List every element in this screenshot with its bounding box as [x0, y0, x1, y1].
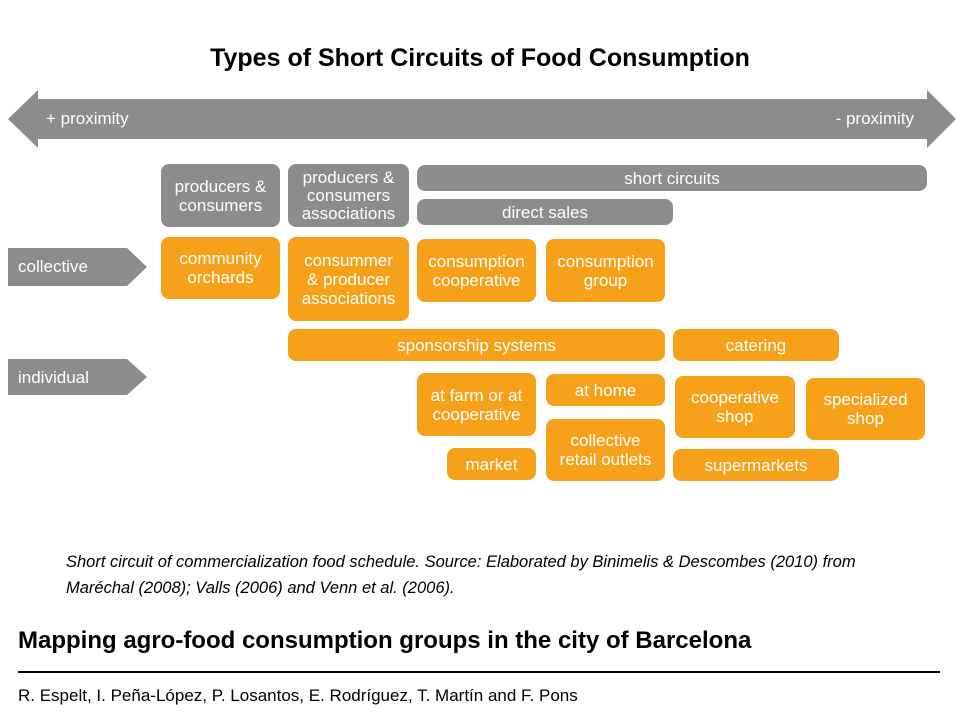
right-proximity-label: - proximity — [835, 109, 914, 128]
specialized-shop-box: specialized shop — [806, 378, 925, 440]
collective-retail-outlets-box: collective retail outlets — [546, 419, 665, 481]
authors-line: R. Espelt, I. Peña-López, P. Losantos, E… — [18, 686, 578, 705]
catering-box: catering — [673, 329, 839, 361]
consumption-cooperative-box: consumption cooperative — [417, 239, 536, 302]
at-home-box: at home — [546, 374, 665, 406]
supermarkets-box: supermarkets — [673, 449, 839, 481]
proximity-double-arrow — [8, 90, 956, 148]
community-orchards-box: community orchards — [161, 237, 280, 299]
left-proximity-label: + proximity — [46, 109, 129, 128]
diagram-title: Types of Short Circuits of Food Consumpt… — [210, 44, 750, 72]
cooperative-shop-box: cooperative shop — [675, 376, 795, 438]
producers-consumers-associations-box: producers & consumers associations — [288, 164, 409, 227]
figure-caption: Short circuit of commercialization food … — [66, 553, 856, 597]
individual-row-label: individual — [18, 368, 89, 387]
short-circuits-box: short circuits — [417, 165, 927, 191]
consummer-producer-associations-box: consummer & producer associations — [288, 237, 409, 321]
divider-line — [18, 671, 940, 673]
sponsorship-systems-box: sponsorship systems — [288, 329, 665, 361]
direct-sales-box: direct sales — [417, 199, 673, 225]
producers-consumers-box: producers & consumers — [161, 164, 280, 227]
consumption-group-box: consumption group — [546, 239, 665, 302]
at-farm-or-cooperative-box: at farm or at cooperative — [417, 373, 536, 436]
market-box: market — [447, 448, 536, 480]
slide-subtitle: Mapping agro-food consumption groups in … — [18, 627, 752, 654]
collective-row-label: collective — [18, 257, 88, 276]
individual-row-arrow — [8, 359, 147, 395]
collective-row-arrow — [8, 248, 147, 286]
